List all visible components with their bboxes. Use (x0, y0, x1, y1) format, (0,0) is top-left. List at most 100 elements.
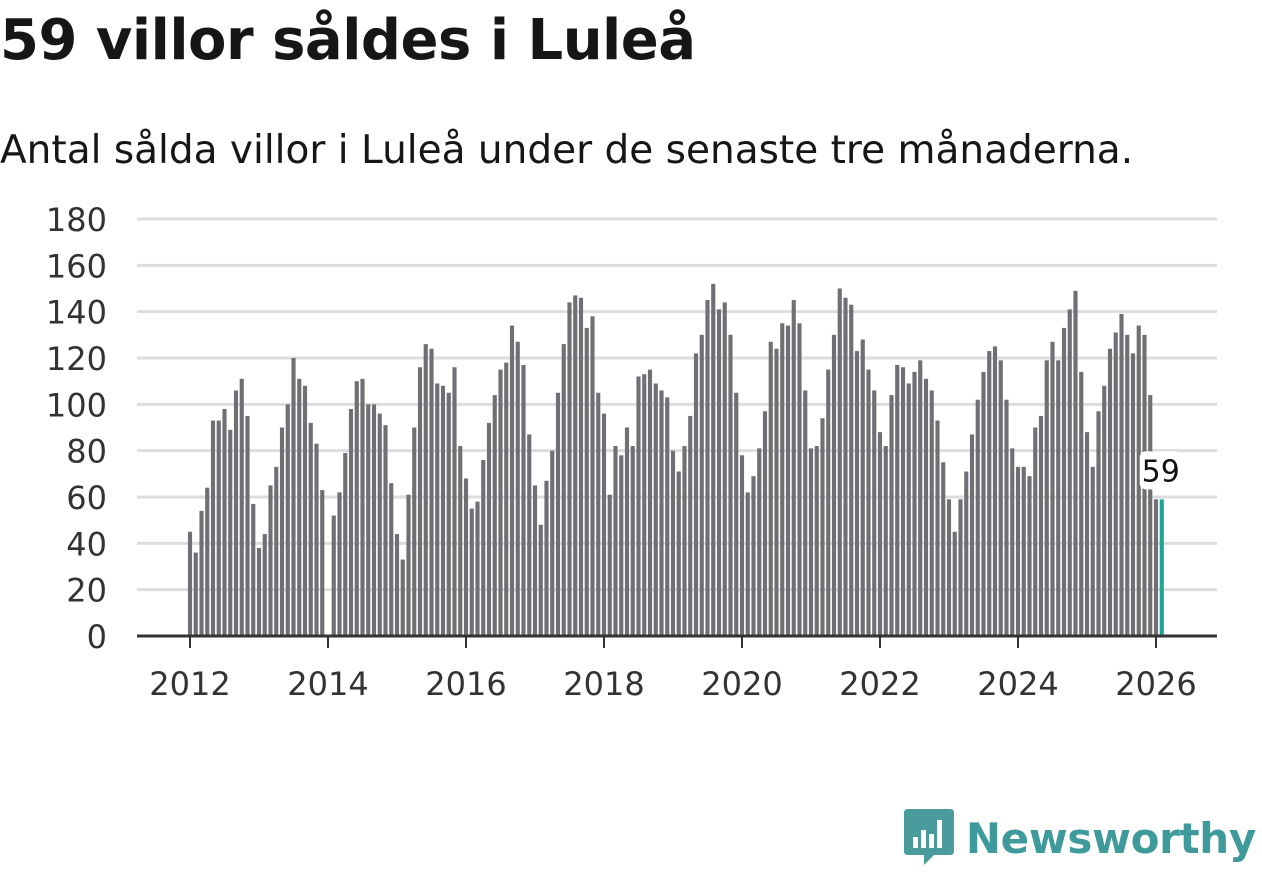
bar (406, 494, 411, 636)
brand-name: Newsworthy (965, 813, 1256, 863)
bar (728, 334, 733, 636)
bar (814, 446, 819, 636)
bar (929, 390, 934, 636)
bar (527, 434, 532, 636)
x-tick-label: 2020 (701, 665, 782, 703)
bar-highlight (1159, 499, 1164, 636)
bar (768, 341, 773, 636)
bar (452, 367, 457, 636)
bar (843, 297, 848, 636)
bar (1073, 290, 1078, 636)
y-tick-label: 120 (46, 340, 107, 378)
bar (578, 297, 584, 636)
bar (670, 450, 676, 636)
bar (751, 476, 756, 636)
bar (509, 325, 515, 636)
bar (952, 531, 957, 636)
bar (394, 534, 400, 636)
bar (699, 334, 704, 636)
y-tick-label: 0 (87, 618, 107, 656)
bar (233, 390, 239, 636)
bar (1027, 476, 1032, 636)
bar (642, 374, 647, 636)
bar (268, 485, 273, 636)
bar (969, 434, 975, 636)
bar (239, 378, 244, 636)
bar (251, 503, 256, 636)
bar (659, 390, 664, 636)
bar (624, 427, 630, 636)
bar (222, 408, 227, 636)
bar (619, 455, 624, 636)
bar (1113, 332, 1118, 636)
bar (423, 344, 428, 636)
bar (912, 371, 917, 636)
bar (676, 471, 681, 636)
bar (337, 492, 342, 636)
bar (596, 392, 601, 636)
bar (946, 499, 952, 636)
bar (1119, 313, 1124, 636)
bar (1090, 466, 1095, 636)
bar (291, 358, 296, 636)
bar (475, 501, 480, 636)
bar (774, 348, 779, 636)
bar (567, 302, 572, 636)
bar (613, 446, 618, 636)
bar (860, 339, 865, 636)
bar (187, 531, 193, 636)
bar (584, 327, 589, 636)
bar (998, 360, 1003, 636)
page-subtitle: Antal sålda villor i Luleå under de sena… (0, 128, 1134, 173)
bar (1148, 395, 1153, 636)
bar (463, 478, 469, 636)
bar (521, 364, 526, 636)
bar (923, 378, 929, 636)
data-label-bg (1139, 451, 1182, 490)
bar (958, 499, 963, 636)
x-tick-label: 2026 (1115, 665, 1196, 703)
bar (877, 432, 883, 636)
bar (1061, 327, 1067, 636)
bar (199, 510, 204, 636)
bar (193, 552, 198, 636)
bar (688, 415, 693, 636)
x-tick-label: 2016 (425, 665, 506, 703)
bar (308, 422, 313, 636)
bar-chart-speech-icon (903, 809, 954, 865)
bar (1084, 432, 1090, 636)
bar (492, 395, 497, 636)
bar (429, 348, 434, 636)
bar (360, 378, 365, 636)
bar (573, 295, 578, 636)
bar (205, 487, 210, 636)
bar (1102, 385, 1107, 636)
data-label: 59 (1142, 454, 1180, 489)
y-tick-label: 20 (66, 572, 107, 610)
bar (636, 376, 641, 636)
bar (1004, 399, 1009, 636)
bar (803, 390, 808, 636)
bar (302, 385, 308, 636)
bar (1033, 427, 1038, 636)
bar (440, 385, 446, 636)
y-tick-label: 80 (66, 433, 107, 471)
bar (849, 304, 854, 636)
bar (279, 427, 285, 636)
bar (1096, 411, 1101, 636)
bar (366, 404, 371, 636)
bar (1050, 341, 1055, 636)
bar (377, 413, 382, 636)
bar (1130, 353, 1136, 636)
bar (1067, 309, 1072, 636)
bar (722, 302, 727, 636)
bar (739, 455, 745, 636)
bar (854, 351, 860, 636)
bar (647, 369, 653, 636)
bar (544, 480, 549, 636)
bar (320, 490, 325, 636)
bar (383, 425, 388, 636)
bar (941, 462, 946, 636)
bar (435, 383, 440, 636)
